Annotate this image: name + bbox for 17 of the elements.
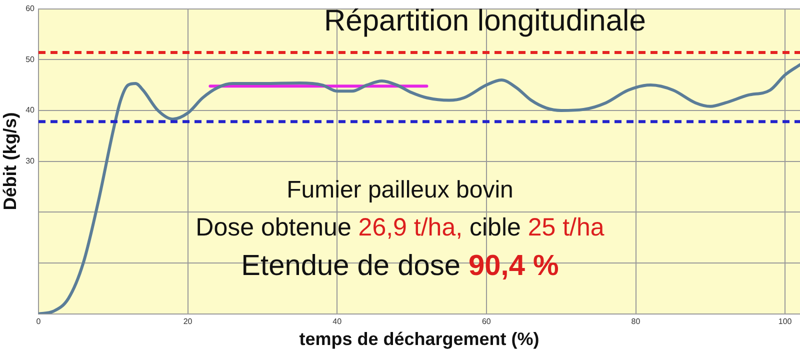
x-tick-label: 80 [631, 316, 641, 326]
line-series [38, 63, 800, 314]
annotation: Fumier pailleux bovin [286, 176, 514, 204]
y-tick-label: 60 [26, 4, 36, 14]
chart-title: Répartition longitudinale [324, 4, 646, 38]
annotation: Dose obtenue 26,9 t/ha, cible 25 t/ha [196, 214, 604, 242]
x-tick-label: 100 [778, 316, 792, 326]
x-axis-title: temps de déchargement (%) [299, 329, 540, 350]
x-tick-label: 40 [332, 316, 342, 326]
x-tick-label: 60 [482, 316, 492, 326]
y-tick-label: 50 [26, 54, 36, 64]
y-axis-title: Débit (kg/s) [0, 112, 20, 210]
x-tick-label: 0 [36, 316, 42, 326]
y-tick-label: 30 [26, 156, 36, 166]
x-tick-label: 20 [183, 316, 193, 326]
y-tick-label: 40 [26, 106, 36, 115]
annotation: Etendue de dose 90,4 % [241, 250, 560, 282]
